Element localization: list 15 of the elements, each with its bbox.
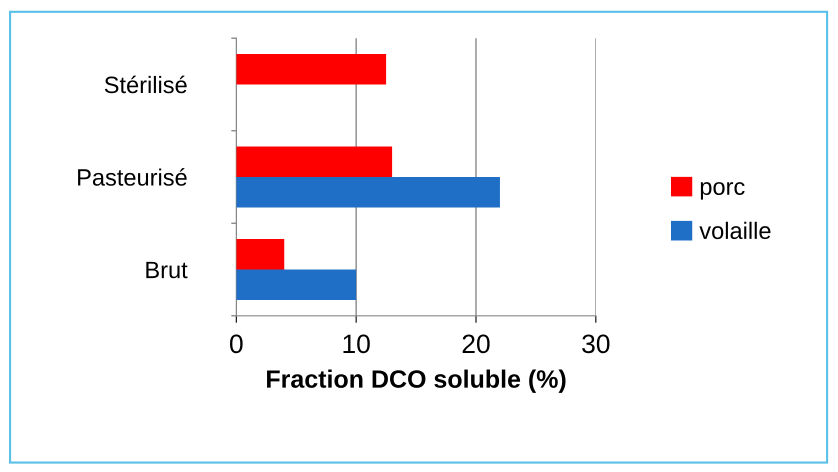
bar [236, 270, 356, 300]
bar [236, 54, 386, 84]
bar [236, 177, 500, 208]
bar [236, 238, 284, 270]
y-tick-label: Stérilisé [104, 76, 187, 94]
x-tick-label: 20 [462, 334, 490, 354]
x-tick-label: 0 [230, 334, 243, 354]
x-axis-title: Fraction DCO soluble (%) [267, 370, 566, 393]
y-tick-label: Pasteurisé [78, 168, 187, 186]
bar [236, 146, 392, 177]
y-tick-label: Brut [146, 262, 188, 278]
legend-label: volaille [699, 222, 770, 240]
legend-label: porc [700, 182, 745, 200]
x-tick-label: 10 [343, 334, 370, 354]
x-tick-label: 30 [582, 334, 610, 354]
